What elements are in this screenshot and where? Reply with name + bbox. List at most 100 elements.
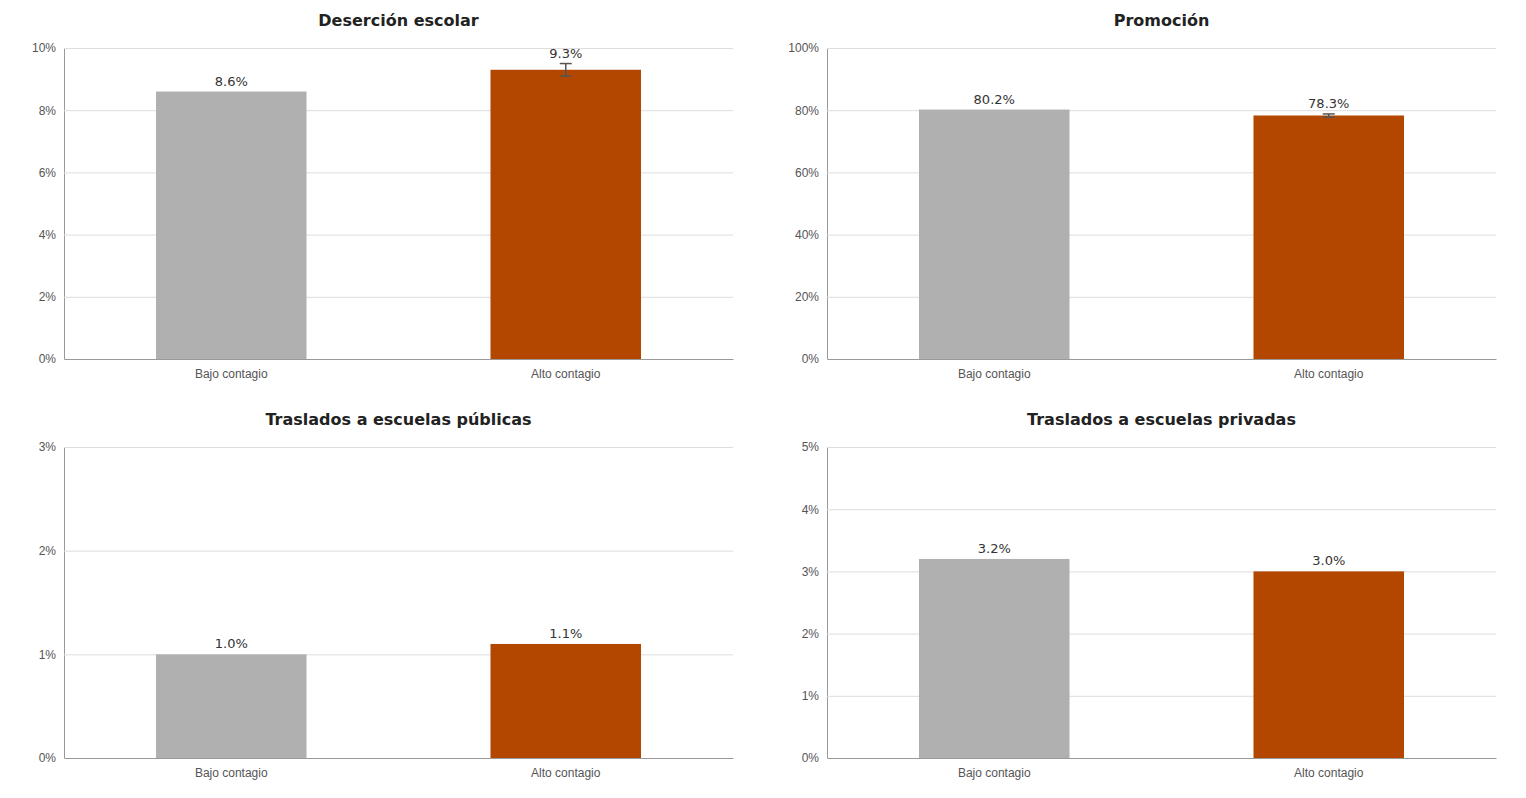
bar <box>919 110 1070 359</box>
data-labels: 3.2%3.0% <box>978 541 1346 568</box>
x-axis: Bajo contagio Alto contagio <box>65 360 734 381</box>
error-bar-cap <box>560 75 572 77</box>
bar <box>1253 571 1404 758</box>
x-axis-line <box>65 359 734 360</box>
grid-line <box>827 509 1496 510</box>
x-tick: Alto contagio <box>1294 367 1364 381</box>
grid-line <box>64 551 733 552</box>
marks <box>156 644 641 758</box>
chart-title: Promoción <box>1114 11 1210 30</box>
panel: 0%1%2%3%4%5%Bajo contagioAlto contagio3.… <box>802 410 1497 780</box>
marks <box>919 110 1404 359</box>
chart-title: Traslados a escuelas públicas <box>265 410 531 429</box>
error-bar <box>1323 114 1335 117</box>
bar <box>490 644 641 758</box>
x-tick-label: Alto contagio <box>531 367 601 381</box>
y-axis: 0%20%40%60%80%100% <box>788 41 1496 366</box>
y-tick-label: 6% <box>39 166 57 180</box>
y-tick: 10% <box>32 41 733 55</box>
x-axis: Bajo contagio Alto contagio <box>828 360 1497 381</box>
y-axis-line <box>64 49 65 360</box>
y-tick-label: 100% <box>788 41 819 55</box>
y-tick-label: 4% <box>39 228 57 242</box>
y-tick-label: 3% <box>39 440 57 454</box>
x-tick-label: Alto contagio <box>531 766 601 780</box>
error-bar-stem <box>565 64 567 76</box>
error-bar-cap <box>560 63 572 65</box>
y-tick-label: 40% <box>795 228 819 242</box>
data-label: 9.3% <box>549 46 582 61</box>
chart-title: Traslados a escuelas privadas <box>1027 410 1296 429</box>
x-tick: Alto contagio <box>531 766 601 780</box>
x-tick-label: Bajo contagio <box>958 766 1031 780</box>
bar <box>156 654 307 758</box>
y-tick-label: 10% <box>32 41 56 55</box>
y-tick: 5% <box>802 440 1496 454</box>
data-labels: 8.6% 9.3% <box>215 46 583 89</box>
data-labels: 80.2% 78.3% <box>974 92 1350 111</box>
x-tick: Bajo contagio <box>195 766 268 780</box>
y-tick-label: 4% <box>802 503 820 517</box>
marks <box>156 64 641 359</box>
y-tick-label: 2% <box>39 290 57 304</box>
x-axis: Bajo contagio Alto contagio <box>828 759 1497 780</box>
x-tick: Alto contagio <box>531 367 601 381</box>
x-tick: Bajo contagio <box>195 367 268 381</box>
panel: 0%20%40%60%80%100%Bajo contagioAlto cont… <box>788 11 1496 381</box>
data-label: 1.1% <box>549 626 582 641</box>
y-tick-label: 0% <box>802 352 820 366</box>
x-axis-line <box>65 758 734 759</box>
x-axis: Bajo contagio Alto contagio <box>65 759 734 780</box>
grid-line <box>827 447 1496 448</box>
y-tick-label: 1% <box>39 648 57 662</box>
y-tick-label: 20% <box>795 290 819 304</box>
x-tick-label: Bajo contagio <box>195 766 268 780</box>
grid-line <box>64 447 733 448</box>
panel: 0% 1% 2% 3% Bajo contagio Alto contagio 1.0% 1.… <box>39 410 734 780</box>
data-label: 1.0% <box>215 636 248 651</box>
x-axis-line <box>828 758 1497 759</box>
y-tick-label: 1% <box>802 689 820 703</box>
x-tick-label: Alto contagio <box>1294 766 1364 780</box>
panel: 0% 2% 4% 6% 8% 10% Bajo contagio Alto contagio 8… <box>32 11 734 381</box>
x-tick: Bajo contagio <box>958 766 1031 780</box>
x-tick: Bajo contagio <box>958 367 1031 381</box>
y-axis: 0%1%2%3%4%5% <box>802 440 1496 765</box>
x-tick-label: Bajo contagio <box>195 367 268 381</box>
grid-line <box>64 359 733 360</box>
x-tick: Alto contagio <box>1294 766 1364 780</box>
x-tick-label: Bajo contagio <box>958 367 1031 381</box>
error-bar-cap <box>1323 113 1335 115</box>
marks <box>919 559 1404 758</box>
grid-line <box>827 48 1496 49</box>
y-tick-label: 0% <box>39 751 57 765</box>
y-tick-label: 2% <box>802 627 820 641</box>
y-tick-label: 80% <box>795 104 819 118</box>
y-tick-label: 0% <box>39 352 57 366</box>
y-tick: 100% <box>788 41 1496 55</box>
bar <box>919 559 1070 758</box>
figure: 0% 2% 4% 6% 8% 10% Bajo contagio Alto contagio 8… <box>0 0 1526 798</box>
x-tick-label: Alto contagio <box>1294 367 1364 381</box>
bar <box>156 92 307 359</box>
data-label: 3.2% <box>978 541 1011 556</box>
y-tick: 3% <box>39 440 733 454</box>
y-tick: 4% <box>802 503 1496 517</box>
y-tick-label: 5% <box>802 440 820 454</box>
grid-line <box>64 758 733 759</box>
y-axis-line <box>64 448 65 759</box>
chart-title: Deserción escolar <box>318 11 478 30</box>
y-tick: 2% <box>39 544 733 558</box>
y-axis: 0% 1% 2% 3% <box>39 440 733 765</box>
data-label: 8.6% <box>215 74 248 89</box>
y-tick-label: 3% <box>802 565 820 579</box>
y-tick: 80% <box>795 104 1496 118</box>
data-label: 80.2% <box>974 92 1015 107</box>
y-tick-label: 8% <box>39 104 57 118</box>
bar <box>1253 115 1404 359</box>
y-tick-label: 2% <box>39 544 57 558</box>
data-label: 78.3% <box>1308 96 1349 111</box>
x-axis-line <box>828 359 1497 360</box>
y-axis: 0% 2% 4% 6% 8% 10% <box>32 41 733 366</box>
grid-line <box>827 359 1496 360</box>
